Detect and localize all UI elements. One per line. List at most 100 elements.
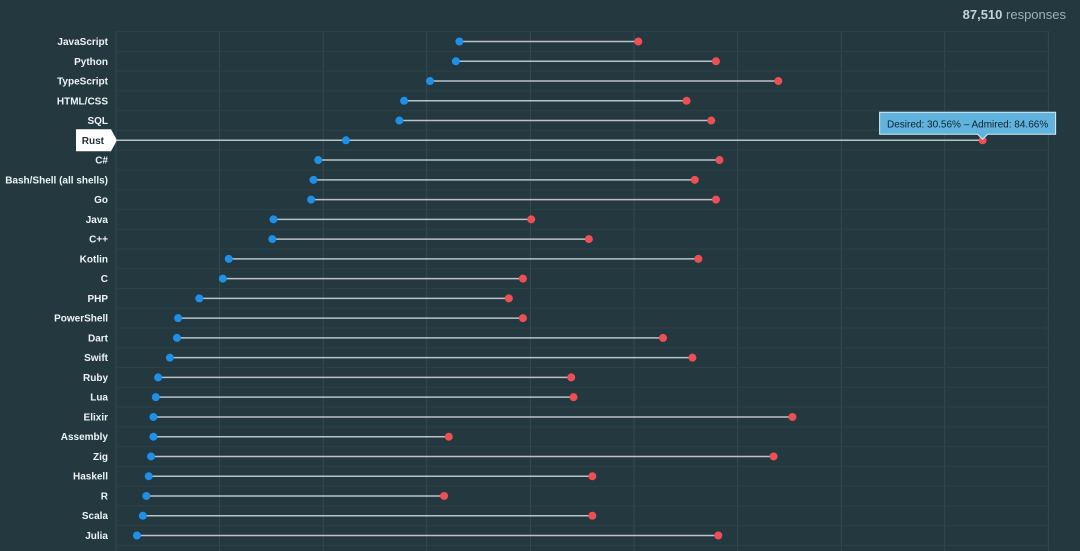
- dumbbell-row: SQL: [87, 116, 716, 127]
- category-label: C: [101, 274, 108, 285]
- category-label: Haskell: [73, 472, 108, 483]
- dumbbell-row: Julia: [85, 531, 723, 542]
- dumbbell-row: Zig: [93, 452, 778, 463]
- category-label: Swift: [84, 353, 109, 364]
- responses-count-label: 87,510 responses: [963, 7, 1066, 22]
- dumbbell-row: Dart: [88, 333, 667, 344]
- category-label: Rust: [82, 136, 105, 147]
- admired-point: [569, 393, 578, 402]
- dumbbell-row: Scala: [82, 511, 597, 522]
- desired-point: [149, 432, 158, 441]
- category-label: HTML/CSS: [57, 96, 108, 107]
- desired-point: [218, 274, 227, 283]
- admired-point: [567, 373, 576, 382]
- admired-point: [658, 333, 667, 342]
- desired-point: [455, 37, 464, 46]
- category-label: TypeScript: [57, 77, 109, 88]
- tooltip-box: [879, 111, 1057, 141]
- dumbbell-row: Go: [94, 195, 720, 206]
- admired-point: [788, 412, 797, 421]
- desired-point: [400, 96, 409, 105]
- dumbbell-row: Ruby: [83, 373, 576, 384]
- desired-point: [224, 254, 233, 263]
- dumbbell-row: C++: [89, 235, 593, 246]
- desired-point: [151, 393, 160, 402]
- desired-point: [147, 452, 156, 461]
- admired-point: [715, 156, 724, 165]
- desired-point: [269, 215, 278, 224]
- highlighted-label-box: [76, 129, 117, 152]
- admired-point: [588, 511, 597, 520]
- category-label: Kotlin: [80, 254, 108, 265]
- admired-point: [527, 215, 536, 224]
- category-label: Julia: [85, 531, 108, 542]
- admired-point: [518, 274, 527, 283]
- category-label: C++: [89, 235, 108, 246]
- category-label: PHP: [87, 294, 108, 305]
- dumbbell-row: Haskell: [73, 472, 597, 483]
- category-label: Bash/Shell (all shells): [5, 175, 108, 186]
- category-label: Go: [94, 195, 108, 206]
- desired-point: [138, 511, 147, 520]
- category-label: SQL: [87, 116, 108, 127]
- desired-point: [174, 314, 183, 323]
- desired-point: [307, 195, 316, 204]
- grid-lines: [115, 31, 1050, 551]
- dumbbell-row: Bash/Shell (all shells): [5, 175, 699, 186]
- admired-point: [682, 96, 691, 105]
- category-label: Scala: [82, 511, 109, 522]
- admired-point: [584, 235, 593, 244]
- admired-point: [688, 353, 697, 362]
- dumbbell-row: TypeScript: [57, 77, 783, 88]
- dumbbell-row: C: [101, 274, 527, 285]
- admired-point: [694, 254, 703, 263]
- desired-point: [154, 373, 163, 382]
- desired-point: [195, 294, 204, 303]
- category-label: Python: [74, 57, 108, 68]
- desired-point: [144, 472, 153, 481]
- desired-point: [268, 235, 277, 244]
- desired-point: [425, 77, 434, 86]
- desired-point: [395, 116, 404, 125]
- admired-point: [769, 452, 778, 461]
- dumbbell-row: Elixir: [84, 412, 797, 423]
- dumbbell-row: C#: [95, 156, 724, 167]
- desired-point: [341, 136, 350, 145]
- admired-point: [440, 491, 449, 500]
- dumbbell-row: Rust: [76, 129, 987, 152]
- desired-point: [309, 175, 318, 184]
- tooltip-layer: Desired: 30.56% – Admired: 84.66%: [879, 111, 1057, 141]
- category-label: JavaScript: [57, 37, 108, 48]
- admired-point: [978, 136, 987, 145]
- admired-point: [714, 531, 723, 540]
- dumbbell-row: HTML/CSS: [57, 96, 691, 107]
- admired-point: [711, 195, 720, 204]
- admired-point: [444, 432, 453, 441]
- admired-point: [518, 314, 527, 323]
- dumbbell-row: Java: [86, 215, 536, 226]
- dumbbell-row: Assembly: [61, 432, 453, 443]
- dumbbell-row: Lua: [90, 393, 578, 404]
- admired-point: [690, 175, 699, 184]
- admired-point: [707, 116, 716, 125]
- dumbbell-row: Swift: [84, 353, 697, 364]
- category-label: Assembly: [61, 432, 109, 443]
- category-label: PowerShell: [54, 314, 108, 325]
- admired-point: [774, 77, 783, 86]
- admired-point: [711, 57, 720, 66]
- category-label: Zig: [93, 452, 108, 463]
- tooltip-text: Desired: 30.56% – Admired: 84.66%: [887, 119, 1048, 130]
- category-label: C#: [95, 156, 108, 167]
- category-label: R: [101, 491, 109, 502]
- admired-point: [588, 472, 597, 481]
- chart-rows: JavaScript Python TypeScript HTML/CSS SQL Rus…: [5, 37, 987, 542]
- responses-label: responses: [1006, 7, 1066, 22]
- admired-point: [634, 37, 643, 46]
- desired-point: [142, 491, 151, 500]
- category-label: Java: [86, 215, 109, 226]
- dumbbell-row: Python: [74, 57, 720, 68]
- desired-point: [172, 333, 181, 342]
- category-label: Elixir: [84, 412, 109, 423]
- category-label: Lua: [90, 393, 108, 404]
